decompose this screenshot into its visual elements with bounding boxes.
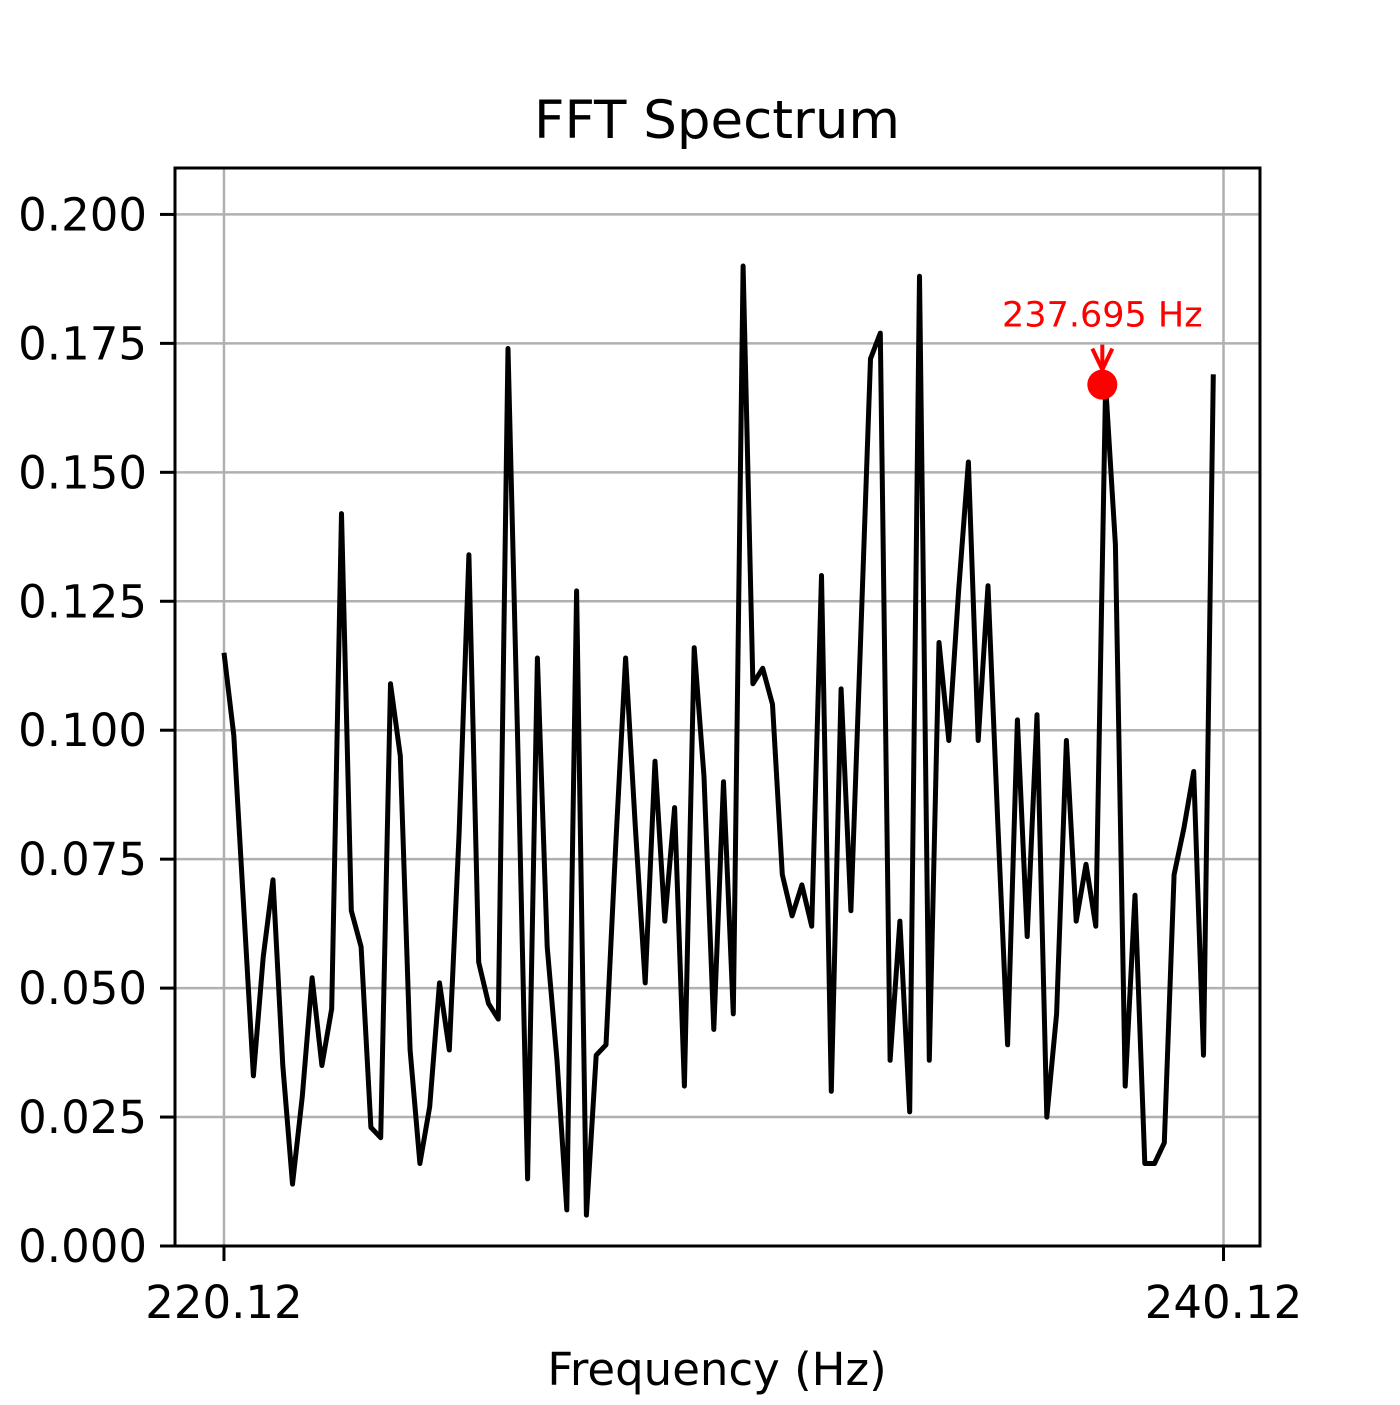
y-tick-label: 0.125	[18, 575, 147, 628]
x-axis-label: Frequency (Hz)	[547, 1343, 886, 1396]
annotation-arrow-head	[1090, 347, 1115, 375]
y-tick-label: 0.025	[18, 1091, 147, 1144]
axis-ticks: 0.000 0.025 0.050 0.075 0.100 0.125 0.150 0.175…	[18, 188, 1302, 1329]
y-tick-label: 0.075	[18, 833, 147, 886]
y-tick-label: 0.175	[18, 317, 147, 370]
y-tick-label: 0.150	[18, 446, 147, 499]
plot-frame	[173, 166, 1262, 1248]
peak-annotation: 237.695 Hz	[1002, 296, 1203, 400]
annotation-label: 237.695 Hz	[1002, 296, 1203, 336]
chart-title: FFT Spectrum	[534, 90, 900, 151]
peak-marker	[1087, 369, 1118, 400]
spectrum-line	[221, 263, 1216, 1218]
y-tick-label: 0.200	[18, 188, 147, 241]
series-layer	[221, 263, 1216, 1218]
y-tick-label: 0.000	[18, 1220, 147, 1273]
x-tick-label: 240.12	[1145, 1276, 1302, 1329]
y-tick-label: 0.100	[18, 704, 147, 757]
y-tick-label: 0.050	[18, 962, 147, 1015]
x-tick-label: 220.12	[145, 1276, 302, 1329]
